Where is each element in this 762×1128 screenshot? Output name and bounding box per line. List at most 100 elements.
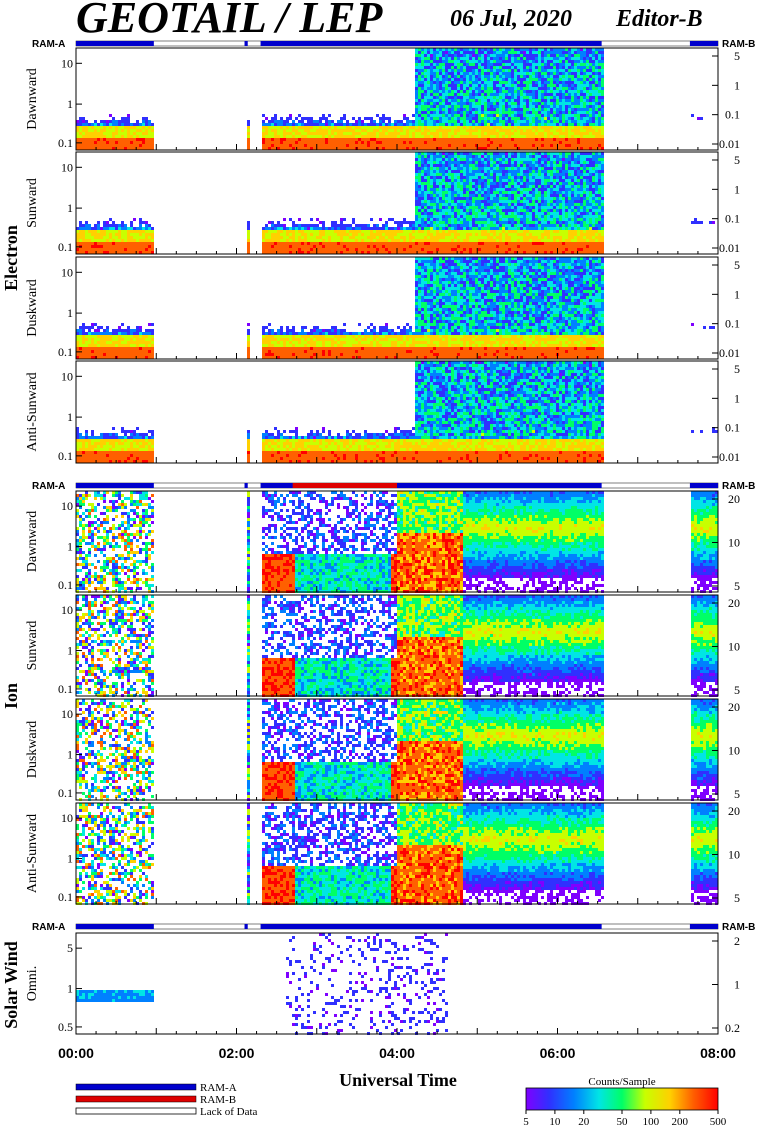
spectrogram-cell xyxy=(424,215,427,218)
spectrogram-cell xyxy=(514,78,517,81)
spectrogram-cell xyxy=(103,138,106,141)
spectrogram-cell xyxy=(376,245,379,248)
spectrogram-cell xyxy=(448,197,451,200)
spectrogram-cell xyxy=(442,224,445,227)
spectrogram-cell xyxy=(466,105,469,108)
spectrogram-cell xyxy=(496,132,499,135)
spectrogram-cell xyxy=(544,93,547,96)
spectrogram-cell xyxy=(325,129,328,132)
spectrogram-cell xyxy=(409,221,412,224)
spectrogram-cell xyxy=(511,105,514,108)
spectrogram-cell xyxy=(487,123,490,126)
spectrogram-cell xyxy=(553,120,556,123)
spectrogram-cell xyxy=(487,75,490,78)
spectrogram-cell xyxy=(145,138,148,141)
spectrogram-cell xyxy=(448,164,451,167)
spectrogram-cell xyxy=(451,114,454,117)
spectrogram-cell xyxy=(448,132,451,135)
spectrogram-cell xyxy=(598,141,601,144)
spectrogram-cell xyxy=(442,179,445,182)
spectrogram-cell xyxy=(457,182,460,185)
spectrogram-cell xyxy=(490,93,493,96)
spectrogram-cell xyxy=(445,69,448,72)
spectrogram-cell xyxy=(541,123,544,126)
spectrogram-cell xyxy=(514,93,517,96)
spectrogram-cell xyxy=(595,96,598,99)
spectrogram-cell xyxy=(133,141,136,144)
spectrogram-cell xyxy=(379,132,382,135)
spectrogram-cell xyxy=(466,206,469,209)
spectrogram-cell xyxy=(541,108,544,111)
spectrogram-cell xyxy=(526,51,529,54)
spectrogram-cell xyxy=(445,230,448,233)
spectrogram-cell xyxy=(289,132,292,135)
spectrogram-cell xyxy=(130,126,133,129)
spectrogram-cell xyxy=(145,239,148,242)
spectrogram-cell xyxy=(478,206,481,209)
spectrogram-cell xyxy=(262,239,265,242)
spectrogram-cell xyxy=(451,78,454,81)
spectrogram-cell xyxy=(85,233,88,236)
spectrogram-cell xyxy=(505,108,508,111)
spectrogram-cell xyxy=(427,144,430,147)
spectrogram-cell xyxy=(295,138,298,141)
spectrogram-cell xyxy=(511,99,514,102)
spectrogram-cell xyxy=(541,84,544,87)
spectrogram-cell xyxy=(367,129,370,132)
spectrogram-cell xyxy=(583,72,586,75)
spectrogram-cell xyxy=(409,144,412,147)
spectrogram-cell xyxy=(574,90,577,93)
spectrogram-cell xyxy=(292,233,295,236)
spectrogram-cell xyxy=(319,236,322,239)
spectrogram-cell xyxy=(592,75,595,78)
spectrogram-cell xyxy=(415,227,418,230)
y-tick-label-right: 0.1 xyxy=(725,108,740,122)
spectrogram-cell xyxy=(472,209,475,212)
spectrogram-cell xyxy=(520,78,523,81)
spectrogram-cell xyxy=(427,197,430,200)
spectrogram-cell xyxy=(361,230,364,233)
spectrogram-cell xyxy=(127,239,130,242)
spectrogram-cell xyxy=(499,138,502,141)
spectrogram-cell xyxy=(409,242,412,245)
spectrogram-cell xyxy=(457,218,460,221)
spectrogram-cell xyxy=(295,224,298,227)
spectrogram-cell xyxy=(424,203,427,206)
spectrogram-cell xyxy=(457,87,460,90)
spectrogram-cell xyxy=(508,60,511,63)
spectrogram-cell xyxy=(505,60,508,63)
spectrogram-cell xyxy=(370,245,373,248)
spectrogram-cell xyxy=(481,135,484,138)
spectrogram-cell xyxy=(499,87,502,90)
spectrogram-cell xyxy=(373,144,376,147)
spectrogram-cell xyxy=(553,51,556,54)
spectrogram-cell xyxy=(334,248,337,251)
spectrogram-cell xyxy=(388,117,391,120)
spectrogram-cell xyxy=(391,132,394,135)
spectrogram-cell xyxy=(397,141,400,144)
spectrogram-cell xyxy=(106,233,109,236)
spectrogram-cell xyxy=(445,248,448,251)
spectrogram-cell xyxy=(553,63,556,66)
spectrogram-cell xyxy=(490,105,493,108)
spectrogram-cell xyxy=(496,60,499,63)
spectrogram-cell xyxy=(544,108,547,111)
spectrogram-cell xyxy=(484,102,487,105)
spectrogram-cell xyxy=(478,126,481,129)
spectrogram-cell xyxy=(562,90,565,93)
spectrogram-cell xyxy=(499,60,502,63)
spectrogram-cell xyxy=(595,84,598,87)
spectrogram-cell xyxy=(439,212,442,215)
spectrogram-cell xyxy=(493,138,496,141)
spectrogram-cell xyxy=(412,227,415,230)
spectrogram-cell xyxy=(547,114,550,117)
spectrogram-cell xyxy=(601,90,604,93)
spectrogram-cell xyxy=(433,126,436,129)
spectrogram-cell xyxy=(115,126,118,129)
spectrogram-cell xyxy=(109,233,112,236)
spectrogram-cell xyxy=(457,185,460,188)
spectrogram-cell xyxy=(601,99,604,102)
spectrogram-cell xyxy=(547,120,550,123)
spectrogram-cell xyxy=(589,90,592,93)
spectrogram-cell xyxy=(271,144,274,147)
